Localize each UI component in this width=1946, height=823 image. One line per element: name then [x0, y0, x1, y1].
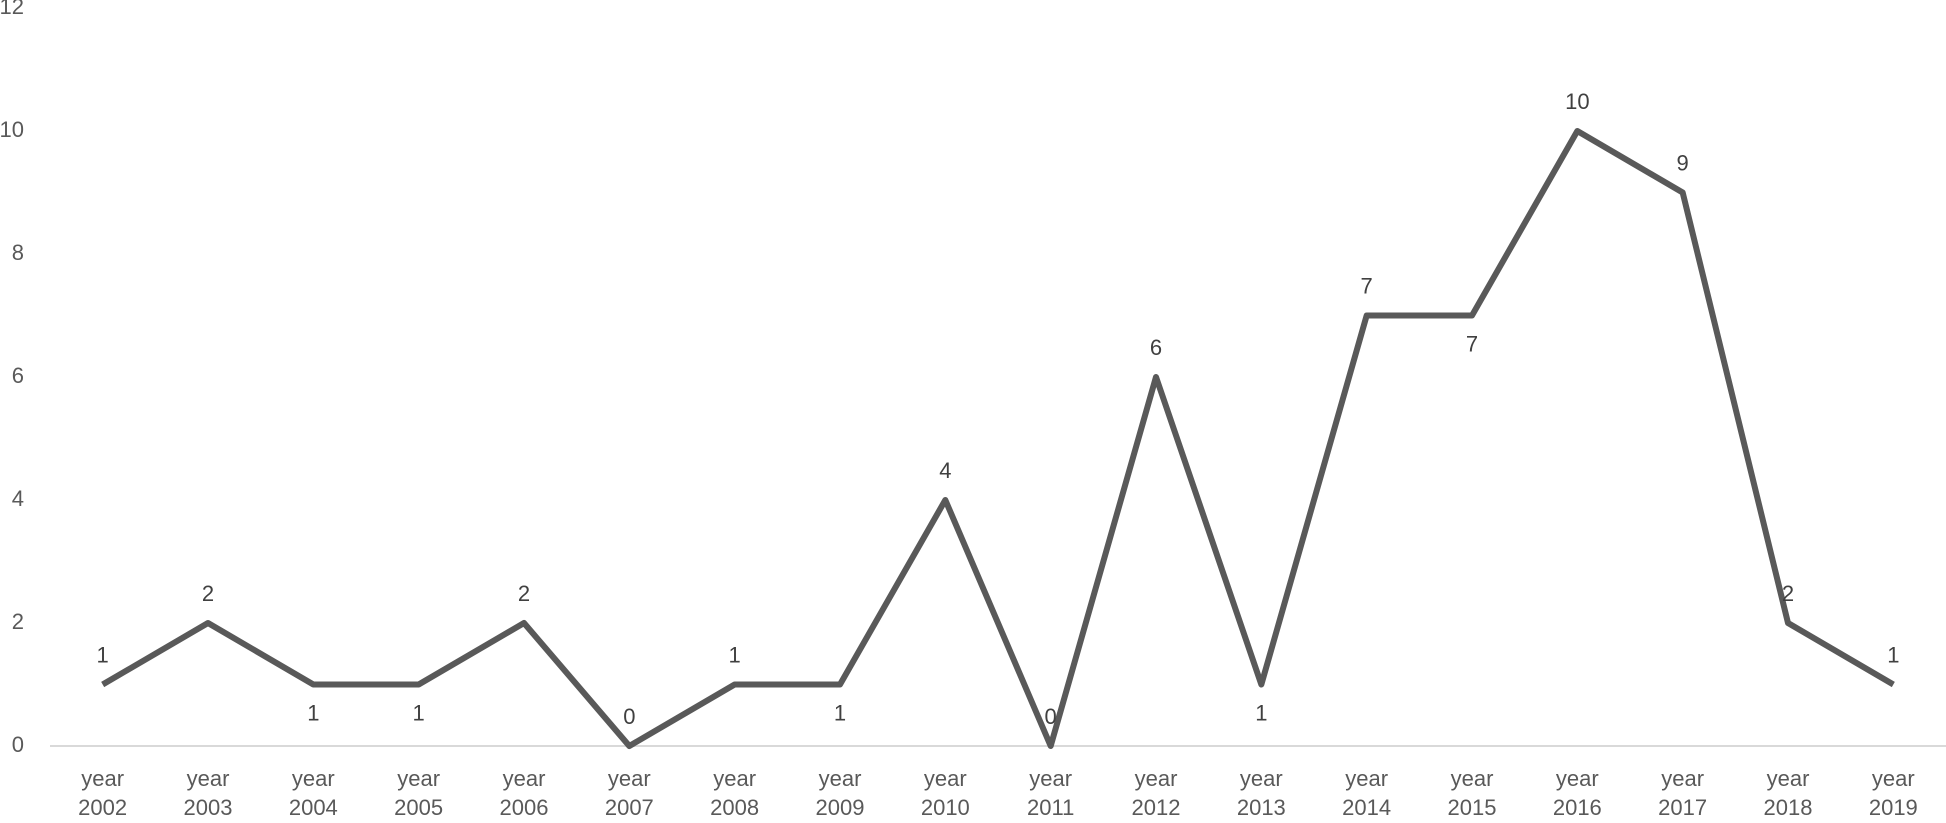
x-tick-label: year 2017 [1658, 766, 1708, 820]
data-label: 1 [1887, 642, 1899, 667]
x-tick-label: year 2007 [604, 766, 654, 820]
x-tick-label: year 2014 [1342, 766, 1392, 820]
data-label: 0 [1045, 704, 1057, 729]
y-tick-label: 2 [12, 609, 24, 634]
x-tick-label: year 2004 [288, 766, 338, 820]
data-label: 2 [202, 581, 214, 606]
data-label: 1 [97, 642, 109, 667]
y-tick-label: 6 [12, 363, 24, 388]
y-tick-label: 12 [0, 0, 24, 19]
x-tick-label: year 2013 [1236, 766, 1286, 820]
data-label: 1 [1255, 700, 1267, 725]
x-tick-label: year 2010 [920, 766, 970, 820]
x-tick-label: year 2003 [183, 766, 233, 820]
y-tick-label: 8 [12, 240, 24, 265]
data-label: 1 [729, 642, 741, 667]
x-tick-label: year 2012 [1131, 766, 1181, 820]
data-label: 1 [834, 700, 846, 725]
data-label: 2 [1782, 581, 1794, 606]
x-tick-label: year 2009 [815, 766, 865, 820]
y-tick-label: 4 [12, 486, 24, 511]
x-tick-label: year 2006 [499, 766, 549, 820]
x-tick-label: year 2011 [1027, 766, 1075, 820]
x-tick-label: year 2016 [1552, 766, 1602, 820]
data-label: 6 [1150, 335, 1162, 360]
data-label: 4 [939, 458, 951, 483]
data-label: 7 [1361, 273, 1373, 298]
y-tick-label: 10 [0, 117, 24, 142]
x-tick-label: year 2015 [1447, 766, 1497, 820]
x-tick-label: year 2005 [394, 766, 444, 820]
data-label: 9 [1677, 150, 1689, 175]
line [101, 128, 1895, 749]
data-label: 7 [1466, 331, 1478, 356]
data-label: 10 [1565, 89, 1589, 114]
x-tick-label: year 2008 [710, 766, 760, 820]
x-tick-label: year 2002 [78, 766, 128, 820]
y-tick-label: 0 [12, 732, 24, 757]
data-label: 2 [518, 581, 530, 606]
data-label: 0 [623, 704, 635, 729]
data-label: 1 [307, 700, 319, 725]
x-tick-label: year 2019 [1868, 766, 1918, 820]
data-label: 1 [413, 700, 425, 725]
x-tick-label: year 2018 [1763, 766, 1813, 820]
